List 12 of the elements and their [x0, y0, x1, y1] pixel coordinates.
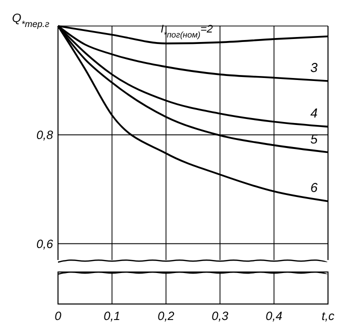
series-label: 6 [310, 180, 318, 196]
y-tick-label: 0,6 [36, 236, 54, 251]
x-tick-label: 0,4 [266, 309, 283, 323]
x-tick-label: 0,3 [212, 309, 229, 323]
series-label: 3 [310, 60, 318, 75]
x-tick-label: 0,2 [158, 309, 175, 323]
x-tick-label: 0 [54, 309, 62, 323]
series-label: 4 [310, 106, 318, 121]
x-tick-label: 0,1 [104, 309, 120, 323]
x-axis-title: t,c [322, 309, 334, 323]
y-tick-label: 0,8 [36, 128, 54, 142]
y-axis-title: Q$_{*тер.г}$ [12, 11, 50, 29]
